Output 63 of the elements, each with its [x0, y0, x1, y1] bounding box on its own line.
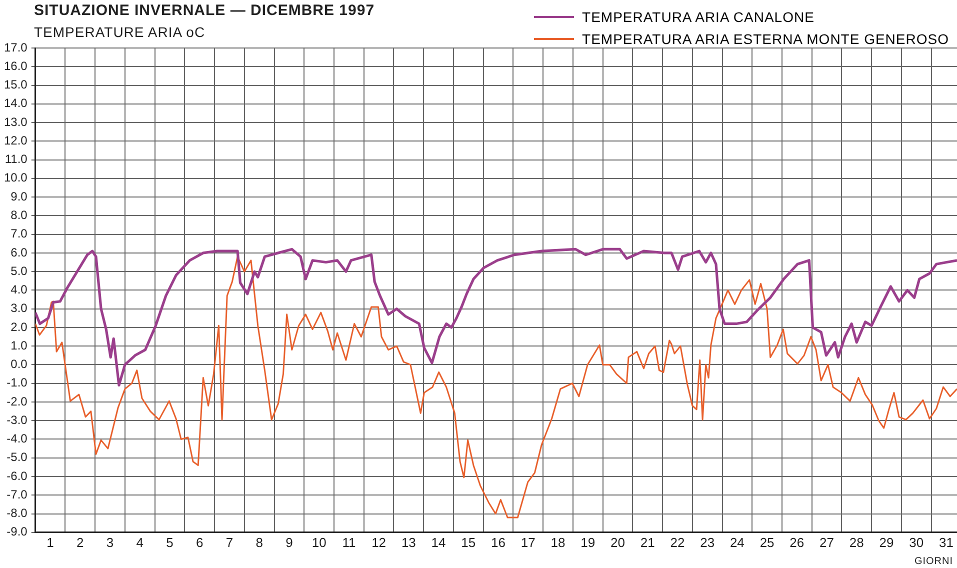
x-tick-label: 12 — [372, 534, 386, 550]
chart-title: SITUAZIONE INVERNALE — DICEMBRE 1997 — [34, 2, 375, 19]
x-tick-label: 4 — [136, 534, 144, 550]
y-tick-label: -6.0 — [6, 468, 28, 483]
x-tick-label: 22 — [670, 534, 685, 550]
x-tick-label: 31 — [939, 534, 954, 550]
x-tick-label: 24 — [730, 534, 744, 550]
x-tick-label: 27 — [820, 534, 834, 550]
y-tick-label: 14.0 — [4, 96, 28, 110]
y-tick-label: 13.0 — [4, 114, 28, 129]
x-tick-label: 18 — [550, 534, 566, 550]
y-tick-label: 11.0 — [4, 152, 28, 166]
x-tick-label: 14 — [431, 534, 446, 550]
y-tick-label: 7.0 — [10, 226, 28, 241]
x-tick-label: 8 — [256, 534, 263, 550]
x-tick-label: 20 — [610, 534, 625, 550]
y-tick-label: -5.0 — [6, 450, 28, 464]
y-tick-label: 10.0 — [4, 170, 28, 185]
y-tick-label: 9.0 — [10, 189, 28, 204]
x-tick-label: 15 — [461, 534, 476, 550]
x-tick-label: 30 — [909, 534, 924, 550]
x-tick-label: 1 — [46, 534, 54, 550]
y-tick-label: -3.0 — [6, 412, 28, 427]
x-tick-label: 21 — [640, 534, 655, 550]
y-axis-title: TEMPERATURE ARIA oC — [34, 24, 206, 40]
y-tick-label: -7.0 — [6, 487, 28, 502]
x-tick-label: 13 — [401, 534, 416, 550]
y-tick-label: 8.0 — [10, 208, 28, 222]
x-tick-label: 3 — [106, 534, 114, 550]
legend-label: TEMPERATURA ARIA ESTERNA MONTE GENEROSO — [582, 31, 949, 47]
x-tick-label: 19 — [580, 534, 596, 550]
y-tick-label: 3.0 — [10, 301, 28, 316]
x-tick-label: 17 — [520, 534, 536, 550]
x-tick-label: 9 — [286, 534, 293, 550]
y-tick-label: 1.0 — [10, 338, 28, 352]
x-tick-label: 26 — [790, 534, 804, 550]
y-tick-label: 16.0 — [4, 58, 28, 73]
y-tick-label: -8.0 — [6, 506, 28, 520]
y-tick-label: 6.0 — [10, 245, 28, 260]
y-tick-label: 17.0 — [4, 40, 28, 54]
x-tick-label: 25 — [760, 534, 774, 550]
x-tick-label: 6 — [196, 534, 204, 550]
x-axis-title: GIORNI — [914, 556, 953, 567]
x-tick-label: 2 — [76, 534, 84, 550]
y-tick-label: -2.0 — [6, 394, 28, 408]
y-tick-label: 5.0 — [10, 264, 28, 278]
x-tick-label: 11 — [342, 534, 356, 550]
y-tick-label: 15.0 — [4, 78, 28, 92]
legend-label: TEMPERATURA ARIA CANALONE — [582, 9, 814, 25]
x-tick-label: 7 — [226, 534, 234, 550]
x-tick-label: 23 — [700, 534, 715, 550]
y-tick-label: 2.0 — [10, 320, 28, 334]
x-tick-label: 10 — [312, 534, 326, 550]
y-tick-label: 12.0 — [4, 133, 28, 148]
y-tick-label: 4.0 — [10, 282, 28, 297]
y-tick-label: -4.0 — [6, 432, 28, 446]
y-tick-label: 0.0 — [10, 357, 28, 372]
x-tick-label: 29 — [879, 534, 894, 550]
x-tick-label: 16 — [491, 534, 506, 550]
y-tick-label: -1.0 — [6, 376, 28, 390]
x-tick-label: 28 — [849, 534, 864, 550]
x-tick-label: 5 — [166, 534, 174, 550]
y-tick-label: -9.0 — [6, 524, 28, 539]
